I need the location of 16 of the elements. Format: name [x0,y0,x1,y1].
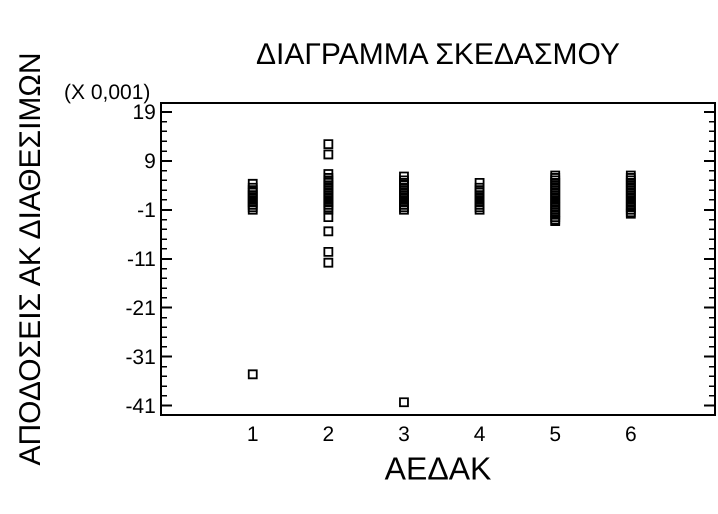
x-tick-label: 6 [624,423,637,446]
chart-title: ΔΙΑΓΡΑΜΜΑ ΣΚΕΔΑΣΜΟΥ [256,38,620,71]
x-tick-label: 1 [246,423,259,446]
y-tick-label: -11 [127,248,156,272]
y-tick-label: -1 [137,199,156,222]
y-tick-label: -21 [125,297,156,320]
y-axis-title: ΑΠΟΔΟΣΕΙΣ ΑΚ ΔΙΑΘΕΣΙΜΩΝ [14,52,47,466]
x-axis-title: ΑΕΔΑΚ [384,450,492,487]
y-tick-label: 9 [144,150,156,174]
x-tick-label: 5 [549,423,562,446]
y-tick-label: -31 [125,346,156,370]
x-tick-label: 4 [474,423,486,446]
text: (X 0,001) [64,81,150,104]
x-tick-label: 2 [322,423,334,446]
x-tick-label: 3 [398,423,410,446]
y-tick-label: -41 [125,395,156,418]
